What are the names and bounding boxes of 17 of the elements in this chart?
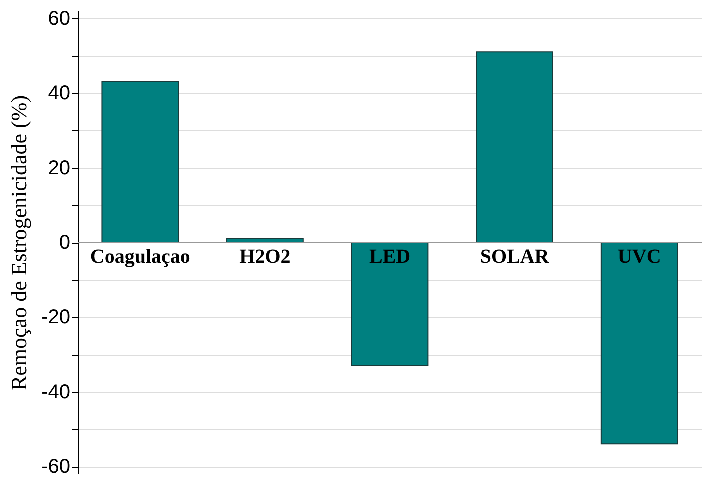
bar (102, 81, 180, 243)
y-tick-label: -60 (42, 456, 70, 478)
y-tick-label: -20 (42, 306, 70, 329)
bar (351, 242, 429, 366)
y-tick-label: 60 (48, 8, 70, 30)
x-tick-label: LED (369, 246, 411, 268)
x-tick-label: H2O2 (240, 246, 291, 268)
y-tick-label: -40 (42, 381, 70, 404)
bar (476, 52, 554, 243)
y-tick-label: 40 (48, 82, 70, 105)
y-axis-title: Remoçao de Estrogenicidade (%) (6, 95, 32, 391)
x-tick-label: SOLAR (480, 246, 550, 268)
x-tick-label: UVC (618, 246, 662, 268)
y-tick-label: 0 (59, 232, 70, 254)
x-tick-label: Coagulaçao (90, 246, 190, 268)
bar (600, 242, 678, 445)
y-tick-label: 20 (48, 157, 70, 180)
